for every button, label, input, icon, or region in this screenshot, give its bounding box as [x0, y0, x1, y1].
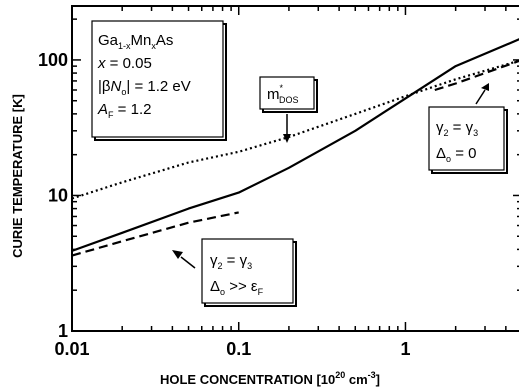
- x-tick-label: 0.1: [226, 339, 251, 359]
- mdos-box: m* DOS: [259, 76, 318, 113]
- y-tick-label: 10: [48, 185, 68, 205]
- tick-labels: 0.01 0.1 1 1 10 100: [38, 50, 411, 359]
- gamma-label-right: γ2 = γ3: [436, 119, 478, 138]
- series-solid-line-0: [71, 38, 519, 252]
- mdos-label: m* DOS: [267, 83, 299, 105]
- series-dashed-line-3: [434, 59, 519, 92]
- gamma-delta-large-box: γ2 = γ3 Δo >> εF: [201, 238, 297, 307]
- af-label: AF = 1.2: [97, 101, 151, 120]
- mdos-arrow: [283, 114, 291, 143]
- series-dashed-line-2: [71, 211, 239, 257]
- right-box-arrow: [475, 83, 489, 105]
- x-axis-label: HOLE CONCENTRATION [1020 cm-3]: [160, 370, 380, 387]
- delta-label-lower: Δo >> εF: [210, 278, 264, 297]
- x-tick-label: 1: [400, 339, 410, 359]
- y-tick-label: 100: [38, 50, 68, 70]
- x-value-label: x = 0.05: [97, 55, 152, 72]
- parameters-box: Ga1-xMnxAs x = 0.05 |βNo| = 1.2 eV AF = …: [91, 20, 227, 141]
- y-axis-label: CURIE TEMPERATURE [K]: [10, 94, 25, 258]
- delta-label-right: Δo = 0: [436, 145, 476, 164]
- x-tick-label: 0.01: [54, 339, 89, 359]
- lower-box-arrow: [172, 250, 196, 269]
- y-tick-label: 1: [58, 321, 68, 341]
- gamma-label-lower: γ2 = γ3: [210, 252, 252, 271]
- formula-label: Ga1-xMnxAs: [98, 32, 173, 51]
- plot-frame: [71, 5, 519, 332]
- gamma-delta-zero-box: γ2 = γ3 Δo = 0: [428, 106, 508, 174]
- beta-n-label: |βNo| = 1.2 eV: [98, 78, 191, 97]
